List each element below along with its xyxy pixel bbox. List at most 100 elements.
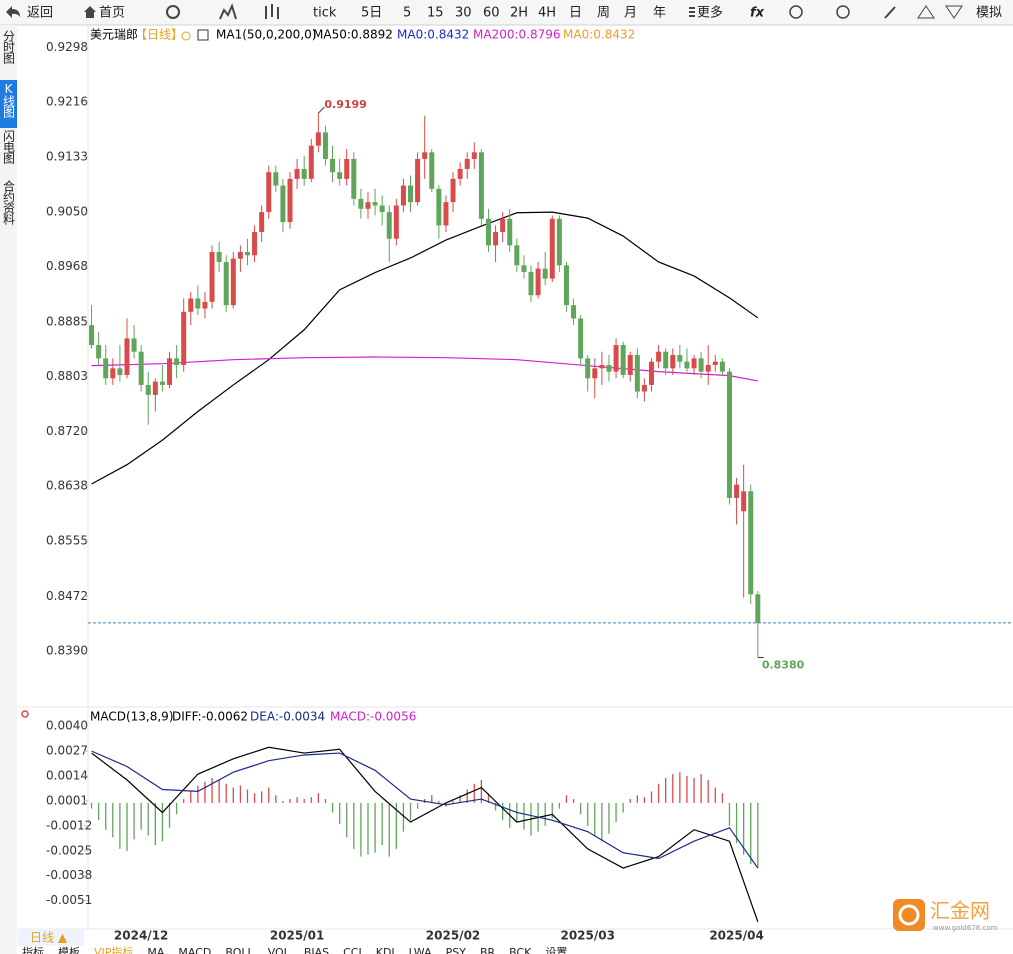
candle-body	[422, 152, 428, 159]
indicator-tab[interactable]: BR	[480, 946, 496, 954]
indicator-tab[interactable]: 模板	[58, 945, 80, 954]
candle-body	[344, 158, 350, 179]
candle-body	[393, 205, 399, 239]
candle-body	[620, 345, 626, 375]
indicator-tab[interactable]: CCI	[343, 946, 362, 954]
sidebar	[0, 25, 17, 954]
candle-body	[415, 158, 421, 203]
indicator-tab[interactable]: BCK	[509, 946, 532, 954]
y-tick-label: 0.0040	[46, 719, 88, 733]
indicator-tab[interactable]: 设置	[545, 946, 567, 954]
candle-body	[131, 338, 137, 352]
period-tab[interactable]: 15	[427, 6, 444, 21]
candle-body	[322, 132, 328, 159]
period-tab[interactable]: 日	[569, 6, 582, 21]
add-icon[interactable]	[181, 31, 191, 41]
period-tab[interactable]: 5	[403, 6, 411, 21]
indicator-icon[interactable]	[21, 710, 29, 718]
indicator-tab[interactable]: MACD	[178, 946, 211, 954]
period-tab[interactable]: 周	[597, 6, 610, 21]
indicator-tab[interactable]: VOL	[268, 946, 291, 954]
candle-body	[117, 368, 123, 375]
period-tab[interactable]: tick	[313, 6, 337, 21]
y-tick-label: -0.0025	[46, 843, 92, 857]
candle-body	[145, 384, 151, 395]
candle-body	[174, 358, 180, 365]
candle-body	[627, 355, 633, 375]
candle-body	[592, 368, 598, 379]
x-tick-label: 2025/02	[426, 929, 480, 943]
draw-icon[interactable]	[884, 6, 896, 19]
sidebar-tab[interactable]: K线图	[2, 82, 16, 118]
indicator-tab[interactable]: LWA	[409, 946, 432, 954]
up-icon[interactable]	[917, 5, 935, 19]
candle-body	[670, 355, 676, 369]
indicator-tab[interactable]: MA	[147, 946, 164, 954]
zoom-out[interactable]	[789, 5, 803, 19]
refresh-icon[interactable]	[166, 5, 180, 19]
indicator-tab[interactable]: KDJ	[376, 946, 395, 954]
back-button[interactable]: 返回	[27, 6, 53, 21]
period-tab[interactable]: 2H	[510, 6, 528, 21]
line-chart-icon[interactable]	[219, 3, 237, 20]
candle-body	[528, 271, 534, 296]
period-tab[interactable]: 5日	[361, 6, 382, 21]
candle-body	[138, 351, 144, 385]
x-tick-label: 2025/04	[709, 929, 763, 943]
candle-body	[705, 364, 711, 372]
high-marker	[318, 106, 325, 114]
ma-icon[interactable]	[197, 29, 209, 41]
high-label: 0.9199	[324, 98, 366, 111]
period-tab[interactable]: 年	[653, 6, 666, 21]
sidebar-tab[interactable]: 分时图	[2, 30, 16, 64]
indicator-tab[interactable]: VIP指标	[94, 945, 133, 954]
home-button[interactable]: 首页	[99, 6, 125, 21]
candle-body	[167, 358, 173, 385]
period-button-bg[interactable]	[18, 930, 84, 946]
candle-body	[216, 252, 222, 262]
formula-icon[interactable]: fx	[750, 6, 765, 21]
more-icon[interactable]	[689, 7, 695, 17]
candle-body	[500, 218, 506, 233]
indicator-tab[interactable]: BOLL	[225, 946, 254, 954]
y-tick-label: 0.8390	[46, 643, 88, 657]
logo-mark	[898, 904, 920, 926]
candle-body	[237, 252, 243, 259]
candle-body	[337, 172, 343, 179]
indicator-tab[interactable]: BIAS	[304, 946, 329, 954]
candle-body	[223, 261, 229, 306]
indicator-line	[91, 746, 759, 922]
simulate-button[interactable]: 模拟	[976, 6, 1002, 21]
candle-body	[691, 358, 697, 369]
legend-entry: DEA:-0.0034	[250, 710, 325, 724]
candle-body	[181, 311, 187, 365]
indicator-line	[91, 750, 759, 869]
legend-entry: MA200:0.8796	[473, 28, 561, 42]
candle-body	[294, 168, 300, 179]
candle-body	[96, 345, 102, 359]
y-tick-label: 0.9298	[46, 40, 88, 54]
period-tab[interactable]: 30	[455, 6, 472, 21]
zoom-in[interactable]	[836, 5, 850, 19]
candle-body	[365, 202, 371, 209]
indicator-tab[interactable]: PSY	[446, 946, 467, 954]
back-icon[interactable]	[6, 6, 20, 18]
indicator-tab[interactable]: 指标	[22, 945, 44, 954]
candle-body	[677, 355, 683, 362]
period-tab[interactable]: 月	[624, 6, 637, 21]
candle-body	[408, 185, 414, 203]
x-tick-label: 2025/01	[270, 929, 324, 943]
candle-icon[interactable]	[265, 4, 279, 19]
legend-entry: 【日线】	[135, 28, 183, 42]
more-button[interactable]: 更多	[697, 5, 723, 21]
candle-body	[152, 381, 158, 395]
candle-body	[280, 185, 286, 223]
candle-body	[585, 358, 591, 379]
down-icon[interactable]	[945, 5, 963, 19]
period-tab[interactable]: 4H	[538, 6, 556, 21]
sidebar-tab[interactable]: 闪电图	[2, 130, 16, 164]
sidebar-tab[interactable]: 合约资料	[2, 179, 16, 225]
period-tab[interactable]: 60	[483, 6, 500, 21]
period-button[interactable]: 日线 ▲	[30, 931, 68, 945]
home-icon[interactable]	[84, 6, 96, 18]
